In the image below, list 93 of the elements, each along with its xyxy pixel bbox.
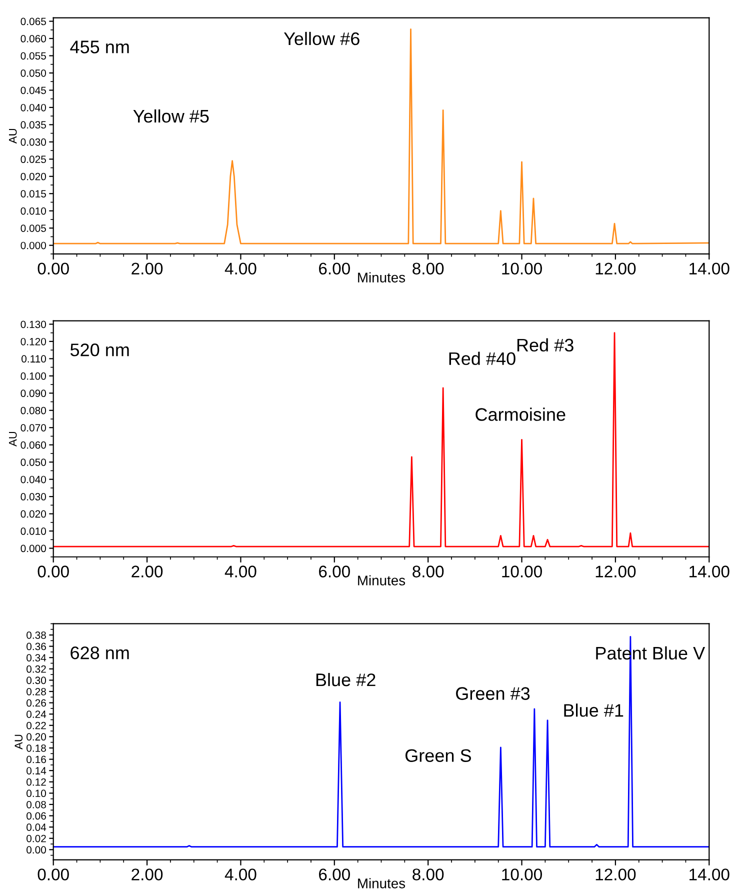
annotation: 520 nm [70,344,129,356]
annotation: Blue #2 [316,672,376,686]
line-series [53,636,710,848]
x-tick-label: 4.00 [224,868,256,880]
y-tick-label: 0.10 [26,790,46,798]
x-tick-label: 2.00 [132,868,163,880]
y-tick-label: 0.36 [26,642,46,650]
y-tick-label: 0.100 [20,372,46,380]
y-tick-label: 0.12 [26,778,46,786]
x-tick-label: 14.00 [690,868,730,880]
y-tick-label: 0.000 [20,544,46,552]
y-tick-label: 0.015 [20,190,46,198]
y-tick-label: 0.16 [26,756,46,764]
y-tick-label: 0.045 [20,86,46,94]
y-tick-label: 0.055 [20,52,46,60]
y-tick-label: 0.040 [20,104,46,112]
y-tick-label: 0.080 [20,406,46,414]
y-tick-label: 0.050 [20,458,46,466]
y-tick-label: 0.08 [26,800,46,808]
x-tick-label: 8.00 [412,868,444,880]
y-tick-label: 0.020 [20,510,46,518]
line-series [53,28,710,244]
annotation: Red #40 [449,352,516,366]
y-tick-label: 0.26 [26,699,46,707]
line-series [53,332,710,548]
y-tick-label: 0.34 [26,654,46,662]
y-tick-label: 0.06 [26,812,46,820]
y-tick-label: 0.00 [26,846,46,854]
y-tick-label: 0.04 [26,824,46,831]
x-tick-label: 10.00 [502,566,542,578]
x-tick-label: 10.00 [502,868,542,880]
annotation: Red #3 [517,338,574,352]
y-tick-label: 0.32 [26,665,46,673]
y-tick-label: 0.010 [20,207,46,215]
annotation: 455 nm [70,40,129,54]
y-tick-label: 0.060 [20,441,46,449]
y-tick-label: 0.18 [26,744,46,752]
x-tick-label: 12.00 [596,868,636,880]
y-tick-label: 0.22 [26,722,46,730]
x-tick-label: 12.00 [596,262,636,275]
y-axis-title: AU [9,432,17,447]
y-tick-label: 0.38 [26,632,46,639]
y-tick-label: 0.025 [20,156,46,164]
y-axis-title: AU [14,734,23,750]
y-tick-label: 0.050 [20,69,46,77]
y-tick-label: 0.000 [20,242,46,250]
y-tick-label: 0.30 [26,676,46,684]
x-tick-label: 0.00 [38,262,69,275]
annotation: Green #3 [456,687,530,700]
annotation: 628 nm [70,646,129,660]
y-tick-label: 0.030 [20,138,46,146]
y-tick-label: 0.24 [26,710,46,718]
x-tick-label: 6.00 [319,868,350,880]
x-tick-label: 8.00 [412,566,444,578]
x-axis-title: Minutes [358,575,406,586]
annotation: Yellow #6 [284,32,360,46]
x-tick-label: 4.00 [224,566,256,578]
annotation: Yellow #5 [133,109,209,123]
annotation: Blue #1 [564,704,624,717]
annotation: Green S [405,749,471,762]
y-tick-label: 0.065 [20,18,46,26]
x-tick-label: 14.00 [690,566,730,578]
y-tick-label: 0.040 [20,476,46,484]
y-tick-label: 0.110 [22,355,46,363]
y-tick-label: 0.010 [20,528,46,535]
x-tick-label: 6.00 [319,566,350,578]
y-tick-label: 0.005 [20,224,46,232]
y-tick-label: 0.20 [26,733,46,741]
y-tick-label: 0.035 [20,121,46,129]
y-tick-label: 0.090 [20,390,46,398]
x-tick-label: 4.00 [224,262,256,275]
x-axis-title: Minutes [358,878,406,888]
x-tick-label: 0.00 [38,566,69,578]
x-tick-label: 2.00 [132,566,163,578]
y-tick-label: 0.14 [26,767,46,774]
x-tick-label: 0.00 [38,868,69,880]
x-tick-label: 14.00 [690,262,730,275]
x-axis-title: Minutes [358,272,406,282]
annotation: Carmoisine [476,408,566,421]
y-tick-label: 0.28 [26,688,46,696]
x-tick-label: 8.00 [412,262,444,275]
y-tick-label: 0.070 [20,424,46,432]
y-tick-label: 0.060 [20,35,46,42]
y-tick-label: 0.030 [20,493,46,500]
x-tick-label: 2.00 [132,262,163,275]
y-tick-label: 0.020 [20,172,46,180]
x-tick-label: 6.00 [319,262,350,275]
y-axis-title: AU [9,129,17,144]
x-tick-label: 12.00 [596,566,636,578]
y-tick-label: 0.120 [20,338,46,346]
y-tick-label: 0.130 [20,320,46,328]
y-tick-label: 0.02 [26,834,46,842]
x-tick-label: 10.00 [502,262,542,275]
